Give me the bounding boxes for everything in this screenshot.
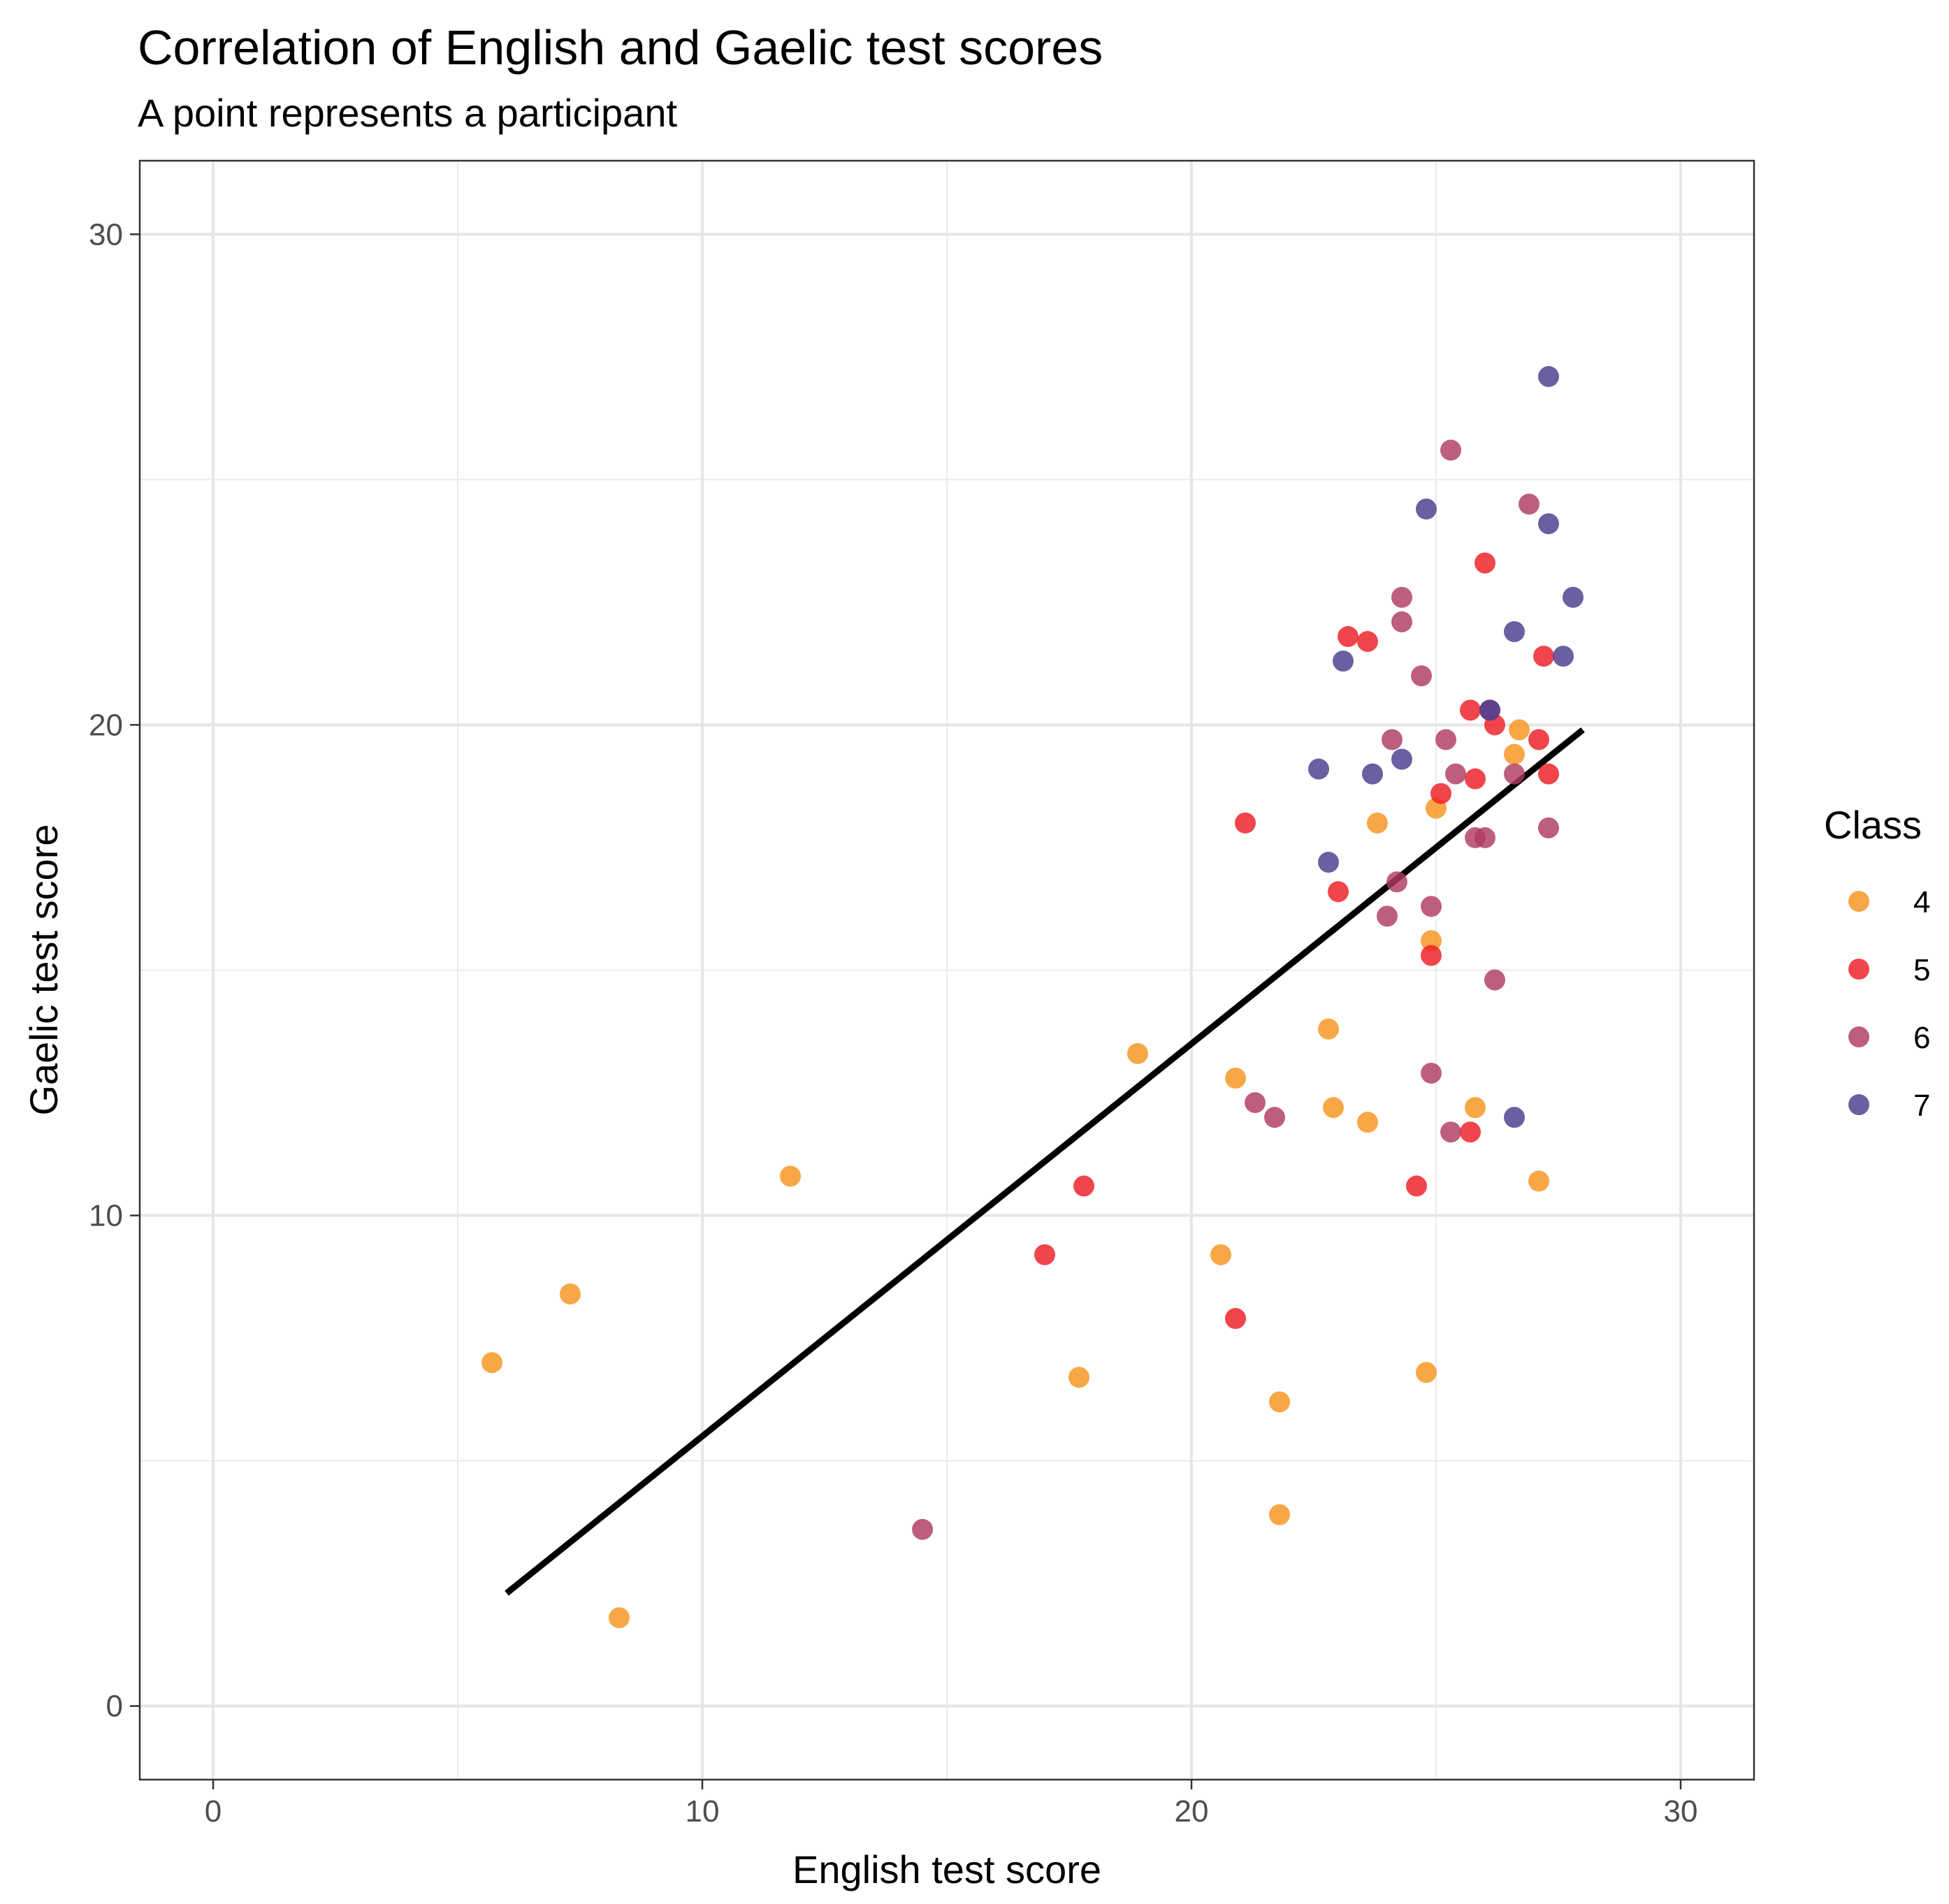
x-tick-label: 0 (205, 1794, 222, 1829)
data-point-class-4 (1416, 1362, 1437, 1383)
data-point-class-6 (1440, 439, 1461, 461)
data-point-class-4 (1127, 1042, 1148, 1064)
data-point-class-4 (1509, 719, 1530, 741)
data-point-class-6 (1435, 729, 1456, 750)
plot-panel-border (138, 159, 1755, 1781)
legend-key-class-4 (1848, 891, 1869, 912)
data-point-class-5 (1235, 812, 1256, 834)
data-point-class-4 (1528, 1170, 1549, 1192)
legend-label-class-6: 6 (1913, 1021, 1930, 1055)
data-point-class-6 (1264, 1107, 1285, 1128)
data-point-class-6 (1391, 611, 1412, 632)
y-axis-ticks: 0 10 20 30 (89, 217, 140, 1724)
data-point-class-7 (1391, 748, 1412, 770)
data-point-class-6 (1519, 493, 1539, 515)
data-point-class-4 (1357, 1112, 1378, 1133)
data-point-class-5 (1430, 783, 1451, 804)
x-axis-ticks: 0 10 20 30 (205, 1780, 1698, 1829)
data-point-class-5 (1225, 1308, 1246, 1330)
data-point-class-4 (1269, 1504, 1290, 1525)
data-point-class-7 (1553, 646, 1574, 667)
data-point-class-6 (1440, 1121, 1461, 1143)
data-point-class-7 (1563, 586, 1584, 608)
data-point-class-5 (1421, 945, 1442, 966)
data-point-class-4 (560, 1283, 581, 1305)
data-point-class-6 (1386, 871, 1407, 893)
data-point-class-7 (1308, 758, 1329, 780)
data-point-class-6 (1421, 1062, 1442, 1084)
legend-key-class-6 (1848, 1026, 1869, 1047)
data-point-class-7 (1416, 498, 1437, 520)
data-point-class-6 (1445, 763, 1466, 785)
data-point-class-5 (1533, 646, 1554, 667)
data-point-class-6 (1538, 817, 1559, 838)
y-tick-label: 30 (89, 217, 123, 252)
data-point-class-5 (1073, 1175, 1094, 1197)
data-point-class-4 (1210, 1244, 1231, 1265)
data-point-class-4 (1225, 1067, 1246, 1089)
data-point-class-7 (1333, 651, 1354, 672)
data-point-class-4 (481, 1352, 502, 1374)
data-point-class-4 (1421, 930, 1442, 952)
data-point-class-5 (1034, 1244, 1055, 1265)
data-point-class-6 (1382, 729, 1403, 750)
data-point-class-5 (1460, 699, 1481, 721)
data-point-class-4 (1367, 812, 1388, 834)
data-point-class-5 (1357, 631, 1378, 653)
data-point-class-5 (1406, 1175, 1427, 1197)
data-point-class-6 (1484, 969, 1505, 991)
data-point-class-6 (1504, 763, 1525, 785)
grid-lines (140, 161, 1754, 1780)
data-point-class-6 (1475, 827, 1495, 848)
x-axis-title: English test score (792, 1847, 1101, 1891)
data-point-class-6 (1245, 1092, 1266, 1114)
y-tick-label: 20 (89, 708, 123, 742)
data-points (481, 365, 1584, 1629)
legend-label-class-5: 5 (1913, 953, 1930, 987)
data-point-class-6 (1391, 586, 1412, 608)
legend-key-class-7 (1848, 1094, 1869, 1115)
data-point-class-6 (1411, 665, 1432, 687)
data-point-class-5 (1465, 768, 1486, 790)
data-point-class-4 (1504, 743, 1525, 765)
data-point-class-5 (1338, 626, 1358, 648)
data-point-class-7 (1538, 513, 1559, 535)
legend-key-class-5 (1848, 959, 1869, 980)
data-point-class-4 (1323, 1097, 1344, 1119)
y-axis-title: Gaelic test score (22, 824, 66, 1115)
y-tick-label: 10 (89, 1199, 123, 1233)
x-tick-label: 30 (1664, 1794, 1698, 1829)
legend-title: Class (1824, 803, 1922, 847)
data-point-class-7 (1318, 852, 1339, 873)
data-point-class-6 (1421, 896, 1442, 917)
chart-title: Correlation of English and Gaelic test s… (138, 20, 1103, 75)
data-point-class-5 (1460, 1121, 1481, 1143)
x-tick-label: 20 (1175, 1794, 1209, 1829)
legend: Class 4 5 6 7 (1824, 803, 1930, 1123)
data-point-class-7 (1504, 1107, 1525, 1128)
data-point-class-6 (1377, 906, 1398, 927)
x-tick-label: 10 (686, 1794, 720, 1829)
data-point-class-4 (1068, 1367, 1089, 1388)
data-point-class-4 (1318, 1018, 1339, 1040)
data-point-class-7 (1538, 365, 1559, 387)
data-point-class-6 (912, 1518, 933, 1540)
data-point-class-5 (1538, 763, 1559, 785)
data-point-class-4 (1269, 1391, 1290, 1413)
data-point-class-7 (1362, 763, 1383, 785)
data-point-class-7 (1504, 621, 1525, 643)
chart-subtitle: A point represents a participant (138, 91, 677, 135)
legend-label-class-7: 7 (1913, 1089, 1930, 1123)
data-point-class-5 (1475, 552, 1495, 574)
data-point-class-4 (780, 1165, 801, 1187)
data-point-class-5 (1328, 881, 1349, 903)
data-point-class-4 (1465, 1097, 1486, 1119)
legend-label-class-4: 4 (1913, 885, 1930, 920)
data-point-class-4 (609, 1607, 630, 1629)
y-tick-label: 0 (106, 1689, 123, 1724)
data-point-class-5 (1528, 729, 1549, 750)
data-point-class-7 (1479, 699, 1500, 721)
